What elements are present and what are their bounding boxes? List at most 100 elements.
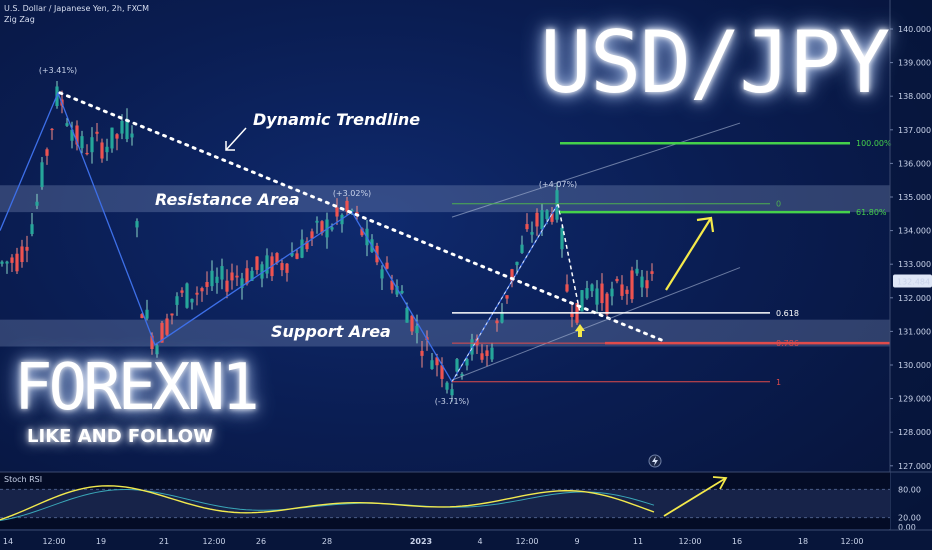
candle	[640, 276, 644, 288]
current-price-badge	[893, 274, 932, 288]
candle	[75, 125, 79, 145]
candle	[415, 325, 419, 334]
candle	[540, 210, 544, 230]
price-axis-bg	[890, 0, 932, 530]
lightning-glyph	[652, 456, 658, 466]
candle	[30, 224, 34, 235]
candle	[390, 280, 394, 290]
rsi-band	[0, 489, 890, 518]
candle	[70, 129, 74, 141]
candle	[330, 227, 334, 230]
candle	[125, 118, 129, 139]
candle	[460, 373, 464, 376]
candle	[500, 311, 504, 323]
time-tick-label: 12:00	[840, 537, 863, 546]
candle	[505, 295, 509, 299]
candle	[85, 152, 89, 155]
candle	[635, 268, 639, 274]
candle	[115, 134, 119, 139]
candle	[245, 268, 249, 284]
rsi-tick-label: 20.00	[898, 514, 921, 523]
time-tick-label: 14	[3, 537, 13, 546]
channel-lower	[451, 267, 741, 381]
brand-subtitle: LIKE AND FOLLOW	[27, 426, 213, 447]
time-tick-label: 28	[322, 537, 332, 546]
candle	[35, 201, 39, 206]
candle	[480, 353, 484, 360]
projection-arrowhead	[696, 216, 715, 233]
candle	[520, 244, 524, 253]
time-tick-label: 12:00	[202, 537, 225, 546]
price-tick-label: 127.000	[898, 462, 931, 471]
candle	[195, 292, 199, 295]
candle	[280, 263, 284, 271]
candle	[165, 318, 169, 335]
candle	[620, 284, 624, 296]
pair-title: USD/JPY	[540, 13, 890, 113]
projection-arrow	[665, 217, 712, 291]
candle	[315, 220, 319, 223]
fib-level-label: 1	[776, 378, 781, 387]
candle	[235, 275, 239, 278]
candle	[645, 280, 649, 289]
candle	[225, 280, 229, 292]
candle	[320, 221, 324, 233]
channel-upper	[451, 122, 741, 218]
candle	[445, 382, 449, 390]
candle	[345, 200, 349, 212]
price-tick-label: 136.000	[898, 159, 931, 168]
candle	[310, 231, 314, 239]
rsi-projection-arrowhead	[712, 476, 728, 490]
candle	[525, 224, 529, 230]
candle	[170, 313, 174, 316]
candle	[265, 255, 269, 274]
candle	[290, 252, 294, 256]
rsi-panel-bg	[0, 472, 890, 529]
candle	[420, 350, 424, 356]
candle	[100, 142, 104, 159]
bounce-marker-icon	[575, 324, 585, 337]
time-tick-label: 26	[256, 537, 266, 546]
candle	[5, 261, 9, 264]
candle	[140, 314, 144, 319]
zigzag-high-3-label: (+4.07%)	[539, 180, 577, 189]
candle	[15, 253, 19, 272]
rsi-signal-line	[0, 488, 655, 521]
time-tick-label: 2023	[410, 537, 432, 546]
price-tick-label: 137.000	[898, 126, 931, 135]
candle	[490, 347, 494, 360]
candle	[590, 284, 594, 292]
resistance-zone	[0, 185, 890, 213]
candle	[95, 131, 99, 134]
trendline-label: Dynamic Trendline	[253, 110, 421, 129]
time-tick-label: 12:00	[515, 537, 538, 546]
candle	[200, 288, 204, 292]
rsi-k-line	[0, 485, 655, 521]
candle	[535, 212, 539, 227]
zigzag-line	[0, 91, 559, 384]
candle	[465, 358, 469, 366]
candle	[180, 290, 184, 293]
time-tick-label: 21	[159, 537, 169, 546]
candle	[405, 307, 409, 323]
candle	[350, 210, 354, 212]
candle	[565, 284, 569, 292]
rsi-tick-label: 80.00	[898, 485, 921, 494]
time-tick-label: 16	[732, 537, 742, 546]
candle	[625, 289, 629, 294]
candle	[650, 271, 654, 274]
candle	[410, 315, 414, 332]
zigzag-pullback	[557, 203, 581, 314]
dynamic-trendline	[58, 91, 667, 343]
candle	[145, 309, 149, 319]
candle	[230, 272, 234, 281]
candle	[595, 288, 599, 305]
fib-level-label: 0.618	[776, 309, 799, 318]
candle	[120, 120, 124, 134]
candle	[395, 286, 399, 295]
candle	[495, 320, 499, 324]
time-tick-label: 19	[96, 537, 106, 546]
time-tick-label: 4	[477, 537, 482, 546]
